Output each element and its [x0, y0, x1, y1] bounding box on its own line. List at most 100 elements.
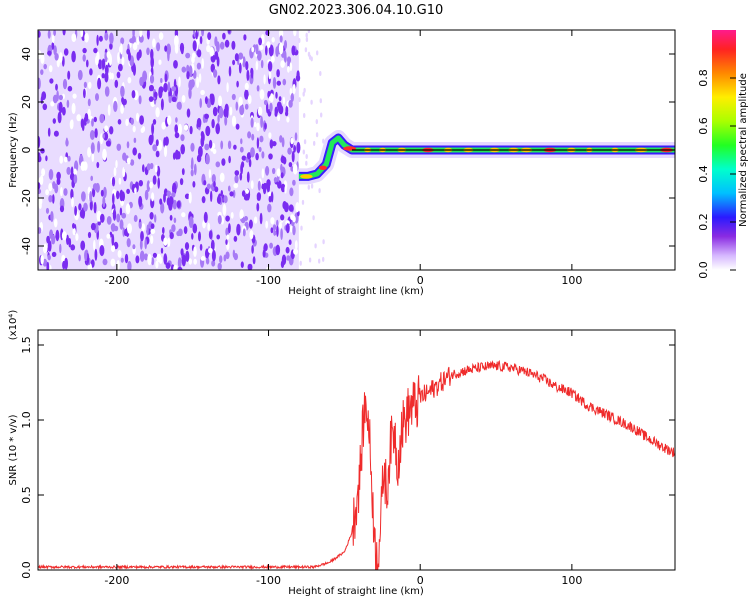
noise-speckle [277, 114, 281, 122]
noise-speckle [80, 30, 84, 38]
noise-speckle [289, 225, 293, 233]
noise-speckle [155, 150, 160, 158]
noise-speckle [260, 59, 264, 69]
noise-speckle [208, 247, 213, 254]
noise-speckle [273, 177, 278, 183]
noise-speckle [53, 30, 56, 36]
noise-speckle [172, 182, 177, 195]
noise-speckle [116, 213, 121, 223]
noise-speckle [167, 237, 171, 247]
noise-speckle [83, 88, 86, 99]
noise-speckle [93, 239, 96, 251]
noise-speckle [75, 233, 79, 241]
noise-speckle [308, 54, 312, 60]
noise-speckle [43, 63, 47, 70]
noise-speckle [60, 187, 63, 197]
noise-speckle [143, 253, 149, 261]
noise-speckle [70, 188, 74, 200]
noise-speckle [190, 169, 194, 177]
noise-speckle [50, 101, 55, 107]
noise-speckle [231, 93, 236, 101]
noise-speckle [212, 106, 218, 117]
noise-speckle [141, 126, 146, 133]
noise-speckle [228, 223, 231, 234]
noise-speckle [221, 158, 226, 166]
noise-speckle [290, 93, 294, 102]
noise-speckle [209, 46, 214, 57]
noise-speckle [139, 115, 145, 125]
noise-speckle [225, 251, 230, 260]
noise-speckle [56, 178, 61, 185]
noise-speckle [268, 44, 274, 57]
noise-speckle [316, 50, 319, 56]
noise-speckle [231, 115, 237, 127]
noise-speckle [184, 242, 190, 251]
noise-speckle [175, 117, 178, 123]
noise-speckle [52, 94, 58, 104]
noise-speckle [150, 223, 155, 229]
noise-speckle [287, 147, 292, 155]
noise-speckle [93, 116, 98, 123]
noise-speckle [195, 30, 198, 40]
noise-speckle [116, 260, 120, 270]
noise-speckle [46, 261, 50, 270]
noise-speckle [126, 141, 130, 149]
noise-speckle [272, 167, 276, 175]
noise-speckle [71, 33, 77, 42]
noise-speckle [133, 214, 138, 223]
noise-speckle [154, 164, 158, 173]
noise-speckle [256, 192, 262, 200]
noise-speckle [57, 111, 62, 124]
noise-speckle [42, 243, 48, 254]
noise-speckle [242, 56, 246, 68]
noise-speckle [271, 37, 275, 43]
noise-speckle [234, 174, 239, 184]
noise-speckle [301, 199, 305, 205]
noise-speckle [131, 90, 136, 99]
noise-speckle [126, 238, 131, 248]
noise-speckle [305, 32, 308, 38]
noise-speckle [118, 63, 123, 72]
noise-speckle [196, 62, 201, 70]
noise-speckle [285, 223, 290, 234]
noise-speckle [201, 58, 204, 69]
noise-speckle [250, 117, 254, 128]
noise-speckle [164, 73, 168, 83]
noise-speckle [185, 52, 191, 59]
snr-ytick-label: 0.5 [20, 486, 33, 504]
noise-speckle [158, 59, 162, 65]
colorbar-tick-label: 0.2 [697, 213, 710, 231]
noise-speckle [138, 49, 142, 59]
noise-speckle [274, 106, 279, 116]
noise-speckle [322, 239, 325, 245]
noise-speckle [54, 183, 59, 194]
noise-speckle [184, 193, 190, 200]
noise-speckle [223, 195, 228, 204]
noise-speckle [83, 202, 88, 212]
noise-speckle [208, 139, 213, 149]
noise-speckle [278, 96, 282, 102]
noise-speckle [269, 102, 273, 113]
noise-speckle [218, 95, 223, 107]
noise-speckle [120, 37, 125, 45]
noise-speckle [114, 79, 119, 88]
noise-speckle [99, 245, 105, 257]
noise-speckle [293, 30, 297, 37]
noise-speckle [59, 243, 62, 254]
noise-speckle [72, 93, 77, 99]
noise-speckle [40, 95, 44, 105]
noise-speckle [112, 208, 117, 221]
noise-speckle [38, 77, 41, 90]
noise-speckle [158, 32, 164, 40]
noise-speckle [125, 118, 129, 127]
noise-speckle [296, 70, 300, 80]
noise-speckle [225, 215, 230, 222]
noise-speckle [283, 202, 289, 213]
noise-speckle [106, 51, 111, 59]
noise-speckle [168, 199, 173, 211]
noise-speckle [292, 179, 296, 186]
noise-speckle [250, 68, 254, 79]
noise-speckle [63, 188, 68, 196]
noise-speckle [293, 145, 296, 153]
